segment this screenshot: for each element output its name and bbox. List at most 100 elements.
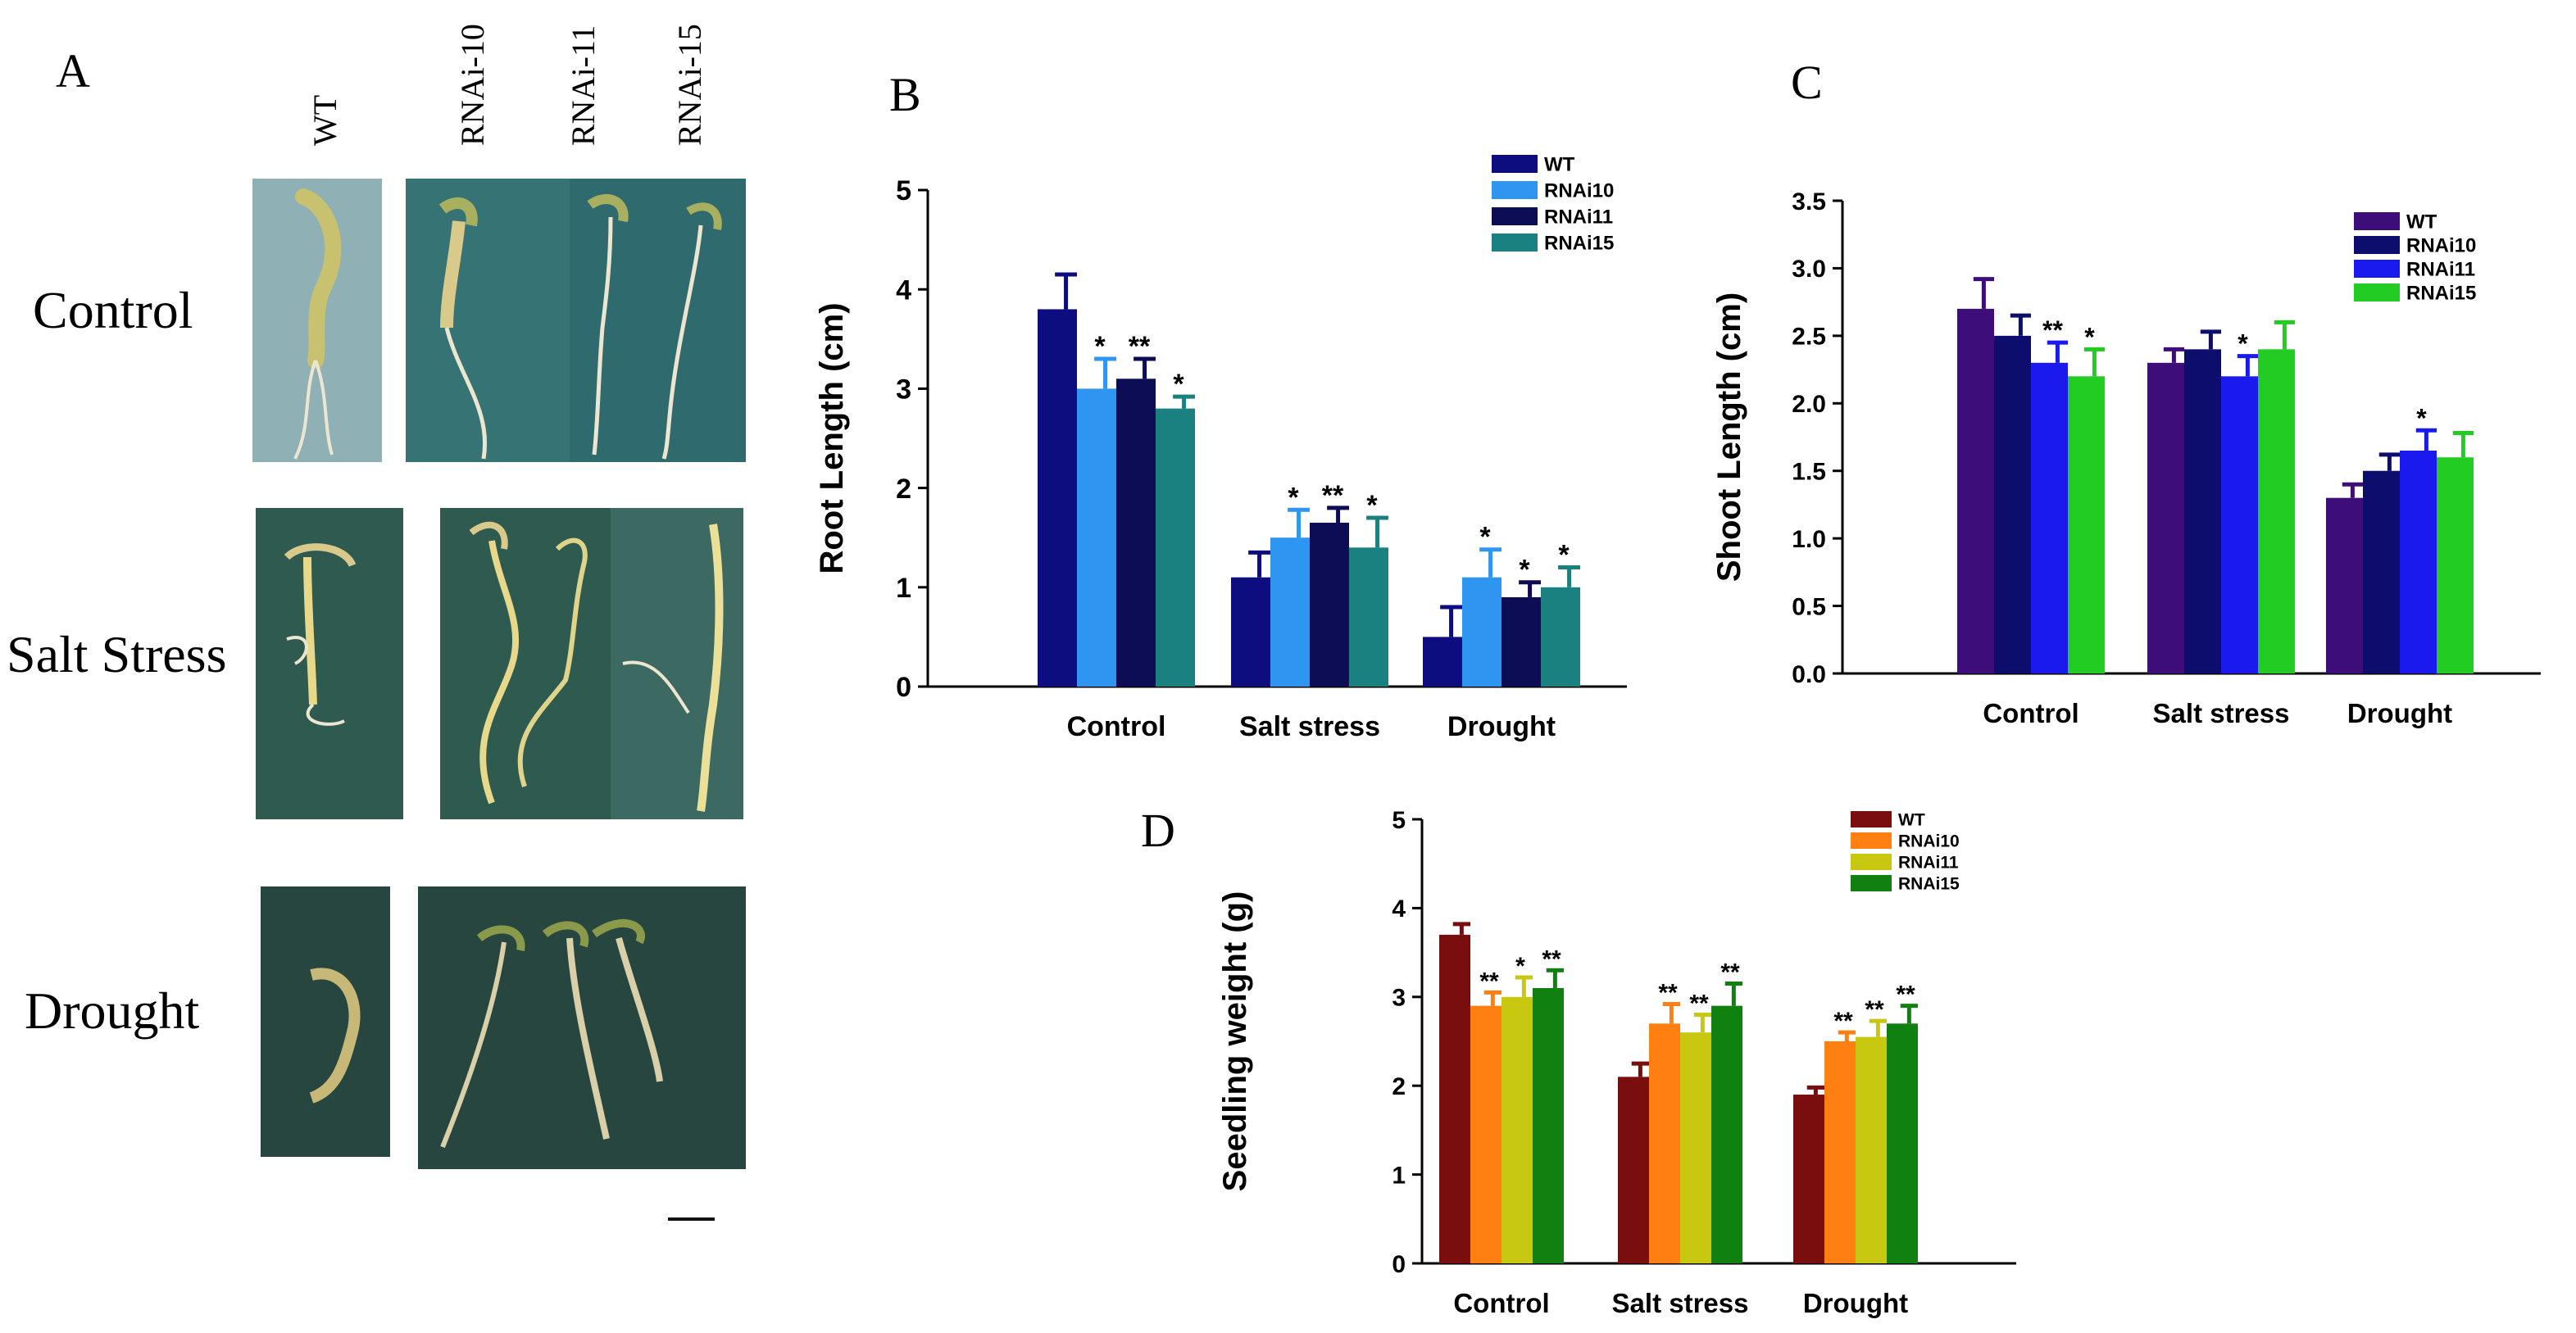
- legend-swatch: [1851, 811, 1892, 827]
- significance-marker: *: [1519, 555, 1530, 586]
- significance-marker: *: [1094, 331, 1106, 362]
- chart-shoot-length: 0.0 0.5 1.0 1.5 2.0 2.5 3.0 3.5 Shoot Length (cm…: [1711, 188, 2541, 728]
- category-label: Salt stress: [2153, 698, 2290, 728]
- significance-marker: *: [2084, 322, 2095, 351]
- legend-swatch: [1492, 155, 1538, 173]
- bar: [1439, 934, 1470, 1263]
- photo-control-wt: [252, 179, 382, 462]
- significance-marker: *: [1515, 953, 1525, 980]
- y-axis-label: Seedling weight (g): [1217, 891, 1253, 1192]
- bar: [1038, 309, 1077, 687]
- column-label-wt: WT: [307, 95, 343, 146]
- bar: [1856, 1036, 1887, 1263]
- legend-swatch: [2354, 283, 2400, 302]
- y-tick-label: 0.0: [1792, 661, 1826, 688]
- y-tick-label: 0: [1392, 1251, 1406, 1278]
- y-tick-label: 5: [896, 175, 911, 206]
- legend-label: RNAi15: [1544, 233, 1614, 255]
- y-tick-label: 1.0: [1792, 526, 1826, 553]
- y-tick-label: 0: [896, 672, 911, 703]
- legend-label: WT: [1544, 154, 1575, 176]
- legend-label: RNAi10: [2406, 235, 2476, 257]
- significance-marker: *: [2416, 403, 2427, 433]
- legend-swatch: [1492, 234, 1538, 252]
- legend-swatch: [1492, 181, 1538, 199]
- bar: [2437, 457, 2474, 673]
- bar: [1502, 596, 1541, 687]
- bar: [1231, 577, 1270, 687]
- category-label: Drought: [2347, 698, 2452, 728]
- y-axis-label: Root Length (cm): [814, 302, 850, 574]
- column-label-rnai-11: RNAi-11: [565, 25, 602, 146]
- category-label: Control: [1453, 1288, 1549, 1318]
- category-label: Salt stress: [1612, 1288, 1749, 1318]
- legend-label: WT: [1898, 811, 1925, 830]
- y-tick-label: 3.5: [1792, 188, 1826, 215]
- y-tick-label: 2.0: [1792, 391, 1826, 418]
- y-tick-label: 5: [1392, 807, 1406, 834]
- bar: [1994, 335, 2031, 673]
- bar: [1349, 547, 1388, 687]
- bar: [1116, 379, 1156, 687]
- legend-label: WT: [2406, 211, 2437, 234]
- column-label-rnai-15: RNAi-15: [671, 24, 708, 146]
- significance-marker: **: [2042, 315, 2063, 345]
- bar: [1423, 637, 1462, 687]
- y-tick-label: 2.5: [1792, 324, 1826, 351]
- category-label: Control: [1983, 698, 2079, 728]
- category-label: Control: [1067, 711, 1166, 742]
- y-tick-label: 4: [1392, 895, 1406, 923]
- bar: [1711, 1005, 1742, 1263]
- legend-label: RNAi10: [1544, 180, 1614, 202]
- y-tick-label: 4: [896, 274, 911, 306]
- bar: [1887, 1023, 1918, 1263]
- panel-d-letter: D: [1141, 804, 1175, 857]
- significance-marker: **: [1479, 968, 1499, 995]
- panel-c: C 0.0 0.5 1.0 1.5 2.0 2.5 3.0 3.5 Shoot Length (…: [1711, 56, 2541, 728]
- bar: [1824, 1041, 1856, 1263]
- significance-marker: *: [1479, 522, 1491, 553]
- legend-label: RNAi15: [2406, 283, 2476, 305]
- legend-label: RNAi11: [1898, 854, 1959, 873]
- row-label-control: Control: [33, 281, 193, 339]
- bar: [1793, 1095, 1824, 1263]
- legend-label: RNAi10: [1898, 832, 1960, 851]
- y-tick-label: 1: [896, 573, 911, 604]
- legend-swatch: [2354, 212, 2400, 230]
- significance-marker: *: [2238, 329, 2248, 359]
- bar: [2184, 349, 2221, 673]
- significance-marker: **: [1720, 959, 1740, 986]
- category-label: Drought: [1447, 711, 1556, 742]
- legend-label: RNAi11: [1544, 206, 1613, 229]
- y-tick-label: 1.5: [1792, 459, 1826, 486]
- category-label: Salt stress: [1239, 711, 1380, 742]
- photo-salt-wt: [256, 508, 403, 819]
- y-tick-label: 1: [1392, 1162, 1406, 1189]
- significance-marker: **: [1896, 982, 1915, 1009]
- bar: [1541, 587, 1580, 687]
- photo-drought-rnai: [418, 886, 746, 1169]
- legend-swatch: [1851, 854, 1892, 870]
- significance-marker: **: [1658, 979, 1678, 1006]
- panel-a-letter: A: [56, 44, 90, 97]
- y-tick-label: 2: [1392, 1073, 1406, 1100]
- y-tick-label: 3.0: [1792, 256, 1826, 283]
- photo-control-rnai: [406, 179, 746, 462]
- significance-marker: **: [1542, 945, 1561, 973]
- bar: [1533, 987, 1564, 1263]
- significance-marker: **: [1833, 1008, 1853, 1035]
- legend-label: RNAi11: [2406, 259, 2475, 281]
- y-tick-label: 2: [896, 474, 911, 505]
- legend-swatch: [2354, 260, 2400, 278]
- y-tick-label: 0.5: [1792, 593, 1826, 620]
- bar: [2221, 376, 2258, 673]
- bar: [1156, 408, 1195, 687]
- bar: [1462, 577, 1502, 687]
- bar: [2326, 497, 2363, 673]
- bar: [1957, 308, 1994, 673]
- bar: [1470, 1005, 1502, 1263]
